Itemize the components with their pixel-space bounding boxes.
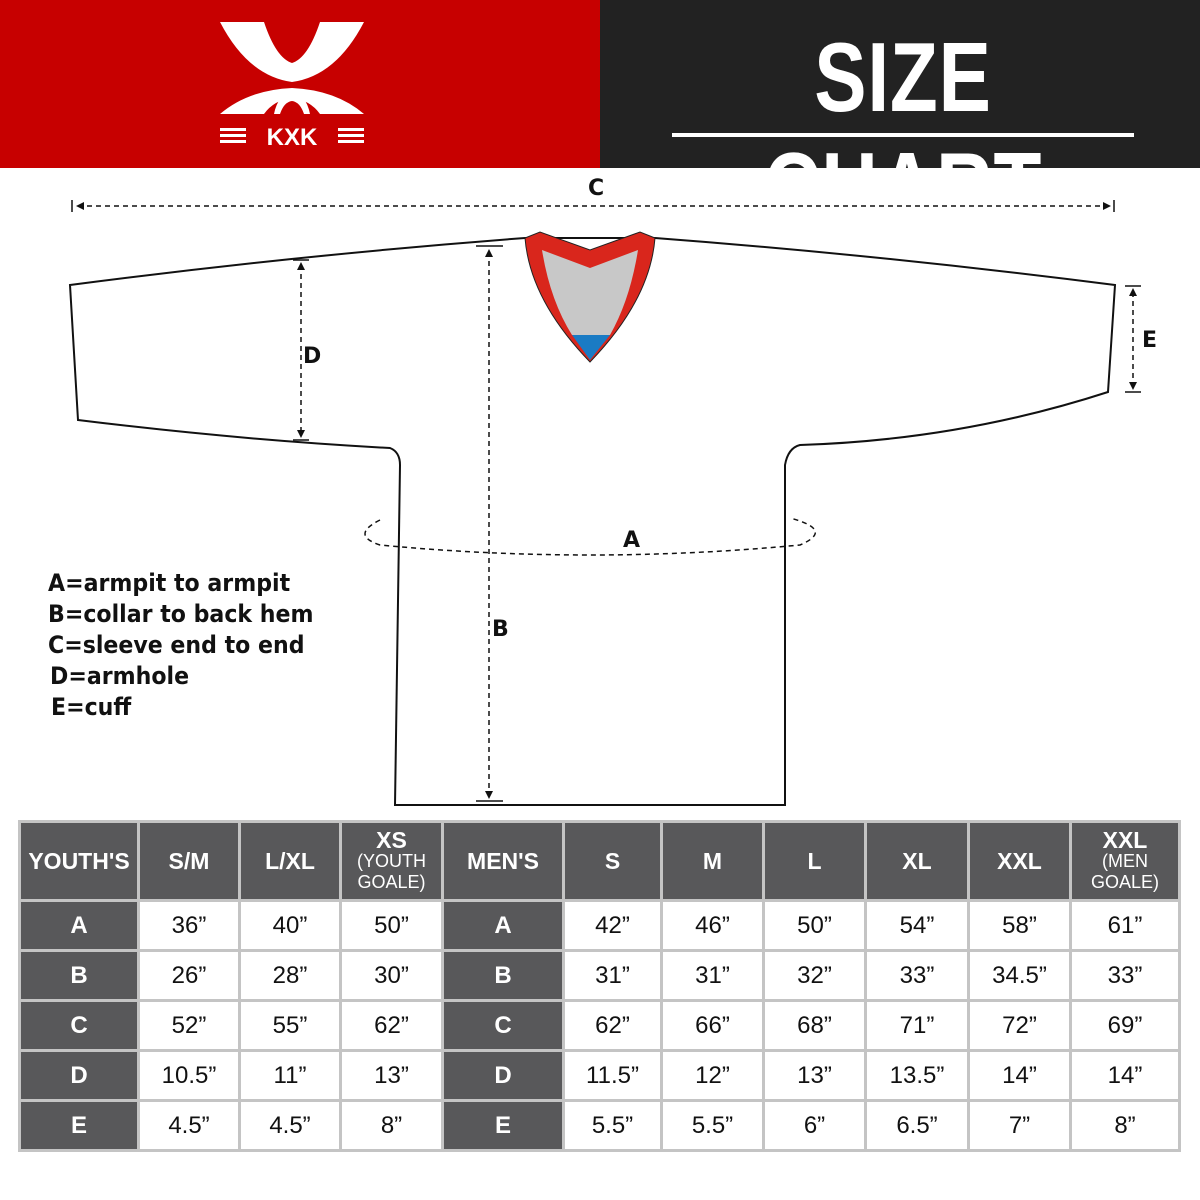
table-cell: 36” bbox=[140, 902, 238, 949]
table-cell: 6.5” bbox=[867, 1102, 967, 1149]
title-underline bbox=[672, 133, 1134, 137]
label-d: D bbox=[303, 344, 322, 369]
table-cell: 71” bbox=[867, 1002, 967, 1049]
row-label: B bbox=[21, 952, 137, 999]
table-cell: 4.5” bbox=[140, 1102, 238, 1149]
row-label: D bbox=[444, 1052, 562, 1099]
table-cell: 31” bbox=[565, 952, 660, 999]
measurement-legend: A=armpit to armpit B=collar to back hem … bbox=[48, 568, 337, 723]
table-cell: 55” bbox=[241, 1002, 339, 1049]
table-cell: 50” bbox=[765, 902, 864, 949]
youth-size-header: S/M bbox=[140, 823, 238, 899]
table-row: C 52” 55” 62” C 62” 66” 68” 71” 72” 69” bbox=[21, 1002, 1178, 1049]
table-cell: 14” bbox=[970, 1052, 1069, 1099]
jersey-diagram bbox=[68, 200, 1141, 806]
table-row: D 10.5” 11” 13” D 11.5” 12” 13” 13.5” 14” 14” bbox=[21, 1052, 1178, 1099]
legend-item: C=sleeve end to end bbox=[48, 631, 305, 659]
men-size-header: XL bbox=[867, 823, 967, 899]
men-header: MEN'S bbox=[444, 823, 562, 899]
men-size-header: S bbox=[565, 823, 660, 899]
table-cell: 31” bbox=[663, 952, 762, 999]
table-cell: 13” bbox=[342, 1052, 441, 1099]
table-cell: 62” bbox=[565, 1002, 660, 1049]
men-size-header: XXL bbox=[970, 823, 1069, 899]
legend-item: D=armhole bbox=[50, 662, 190, 690]
label-a: A bbox=[623, 528, 641, 553]
table-cell: 33” bbox=[867, 952, 967, 999]
page-title: SIZE CHART bbox=[763, 22, 1043, 242]
row-label: E bbox=[21, 1102, 137, 1149]
table-cell: 52” bbox=[140, 1002, 238, 1049]
youth-size-header: XS (YOUTH GOALE) bbox=[342, 823, 441, 899]
row-label: D bbox=[21, 1052, 137, 1099]
legend-item: A=armpit to armpit bbox=[48, 569, 291, 597]
table-cell: 62” bbox=[342, 1002, 441, 1049]
kxk-logo-icon: KXK bbox=[220, 22, 364, 148]
table-row: B 26” 28” 30” B 31” 31” 32” 33” 34.5” 33” bbox=[21, 952, 1178, 999]
men-size-header: M bbox=[663, 823, 762, 899]
legend-item: B=collar to back hem bbox=[48, 600, 314, 628]
table-cell: 69” bbox=[1072, 1002, 1178, 1049]
table-cell: 14” bbox=[1072, 1052, 1178, 1099]
youth-size-header: L/XL bbox=[241, 823, 339, 899]
table-cell: 13” bbox=[765, 1052, 864, 1099]
table-cell: 8” bbox=[342, 1102, 441, 1149]
size-table: YOUTH'S S/M L/XL XS (YOUTH GOALE) MEN'S S M L XL X… bbox=[18, 820, 1181, 1152]
table-cell: 61” bbox=[1072, 902, 1178, 949]
row-label: E bbox=[444, 1102, 562, 1149]
table-cell: 33” bbox=[1072, 952, 1178, 999]
legend-item: E=cuff bbox=[51, 693, 132, 721]
men-size-header: L bbox=[765, 823, 864, 899]
table-row: E 4.5” 4.5” 8” E 5.5” 5.5” 6” 6.5” 7” 8” bbox=[21, 1102, 1178, 1149]
table-cell: 11.5” bbox=[565, 1052, 660, 1099]
table-cell: 13.5” bbox=[867, 1052, 967, 1099]
table-cell: 8” bbox=[1072, 1102, 1178, 1149]
table-cell: 66” bbox=[663, 1002, 762, 1049]
men-size-header: XXL (MEN GOALE) bbox=[1072, 823, 1178, 899]
table-cell: 50” bbox=[342, 902, 441, 949]
table-cell: 7” bbox=[970, 1102, 1069, 1149]
table-cell: 72” bbox=[970, 1002, 1069, 1049]
table-cell: 28” bbox=[241, 952, 339, 999]
label-c: C bbox=[588, 176, 605, 201]
label-b: B bbox=[492, 617, 509, 642]
table-cell: 5.5” bbox=[663, 1102, 762, 1149]
table-cell: 46” bbox=[663, 902, 762, 949]
label-e: E bbox=[1142, 328, 1158, 353]
table-cell: 30” bbox=[342, 952, 441, 999]
table-cell: 32” bbox=[765, 952, 864, 999]
youth-header: YOUTH'S bbox=[21, 823, 137, 899]
row-label: A bbox=[444, 902, 562, 949]
table-cell: 5.5” bbox=[565, 1102, 660, 1149]
row-label: C bbox=[444, 1002, 562, 1049]
table-cell: 34.5” bbox=[970, 952, 1069, 999]
table-header-row: YOUTH'S S/M L/XL XS (YOUTH GOALE) MEN'S S M L XL X… bbox=[21, 823, 1178, 899]
table-cell: 42” bbox=[565, 902, 660, 949]
brand-text: KXK bbox=[267, 124, 318, 148]
row-label: B bbox=[444, 952, 562, 999]
table-cell: 11” bbox=[241, 1052, 339, 1099]
table-cell: 40” bbox=[241, 902, 339, 949]
table-cell: 6” bbox=[765, 1102, 864, 1149]
table-cell: 10.5” bbox=[140, 1052, 238, 1099]
table-cell: 4.5” bbox=[241, 1102, 339, 1149]
row-label: C bbox=[21, 1002, 137, 1049]
table-cell: 26” bbox=[140, 952, 238, 999]
table-cell: 68” bbox=[765, 1002, 864, 1049]
table-cell: 58” bbox=[970, 902, 1069, 949]
table-cell: 12” bbox=[663, 1052, 762, 1099]
row-label: A bbox=[21, 902, 137, 949]
table-row: A 36” 40” 50” A 42” 46” 50” 54” 58” 61” bbox=[21, 902, 1178, 949]
table-cell: 54” bbox=[867, 902, 967, 949]
header-title-panel bbox=[600, 0, 1200, 168]
